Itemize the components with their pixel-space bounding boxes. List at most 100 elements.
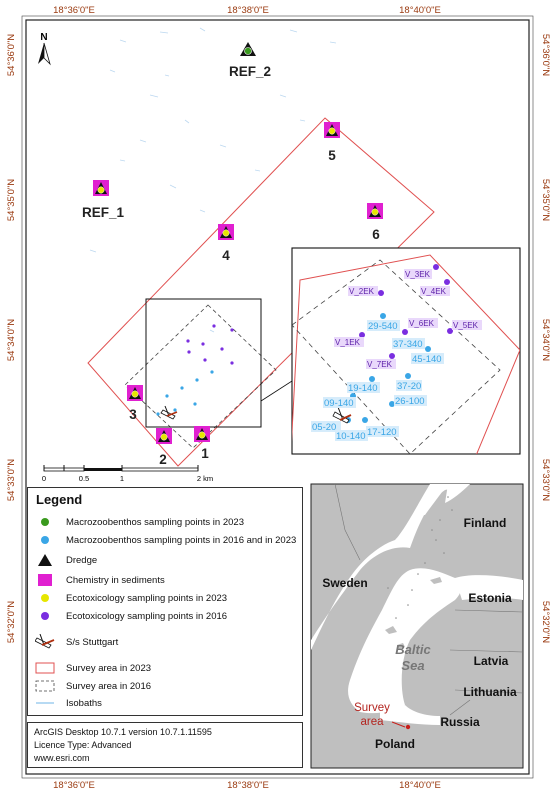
- station-label-1: 1: [201, 446, 209, 461]
- inset-label-v6ek: V_6EK: [409, 319, 435, 328]
- inset-label-v7ek: V_7EK: [367, 360, 393, 369]
- station-label-4: 4: [222, 248, 230, 263]
- coord-bottom-1: 18°36'0"E: [53, 780, 95, 788]
- shipwreck-icon: [34, 634, 56, 650]
- overview-label-baltic: Baltic: [395, 642, 431, 657]
- station-marker-2: [156, 428, 172, 444]
- overview-label-finland: Finland: [464, 516, 507, 530]
- inset-label-29-540: 29-540: [368, 321, 398, 332]
- overview-label-sweden: Sweden: [322, 576, 367, 590]
- station-marker-6: [367, 203, 383, 219]
- legend-item-macro-2016-2023: Macrozoobenthos sampling points in 2016 …: [34, 532, 296, 548]
- scale-tick-0: 0: [42, 474, 46, 483]
- black-triangle-icon: [34, 552, 56, 568]
- overview-label-sea: Sea: [401, 658, 424, 673]
- inset-label-09-140: 09-140: [324, 398, 354, 409]
- coord-left-5: 54°32'0"N: [6, 601, 17, 643]
- north-arrow: N: [38, 32, 51, 66]
- purple-dot-icon: [34, 608, 56, 624]
- survey-area-2023: [87, 117, 435, 467]
- legend-item-ecotox-2016: Ecotoxicology sampling points in 2016: [34, 608, 227, 624]
- scale-tick-2km: 2 km: [197, 474, 213, 483]
- inset-label-v1ek: V_1EK: [335, 338, 361, 347]
- station-marker-5: [324, 122, 340, 138]
- coord-bottom-3: 18°40'0"E: [399, 780, 441, 788]
- station-label-ref1: REF_1: [82, 205, 125, 220]
- coord-right-1: 54°36'0"N: [540, 34, 550, 76]
- inset-label-v4ek: V_4EK: [421, 287, 447, 296]
- overview-label-latvia: Latvia: [474, 654, 509, 668]
- info-licence: Licence Type: Advanced: [34, 740, 132, 750]
- zoom-leader-line: [260, 380, 293, 402]
- inset-label-05-20: 05-20: [312, 422, 336, 433]
- inset-label-17-120: 17-120: [367, 427, 397, 438]
- inset-label-v3ek: V_3EK: [405, 270, 431, 279]
- legend-item-stuttgart: S/s Stuttgart: [34, 634, 118, 650]
- station-label-3: 3: [129, 407, 137, 422]
- station-marker-ref1: [93, 180, 109, 196]
- overview-map: [310, 483, 524, 769]
- inset-label-10-140: 10-140: [336, 431, 366, 442]
- coord-right-5: 54°32'0"N: [540, 601, 550, 643]
- scale-bar: [43, 465, 199, 472]
- inset-label-v5ek: V_5EK: [453, 321, 479, 330]
- legend-item-chemistry: Chemistry in sediments: [34, 572, 165, 588]
- green-dot-icon: [34, 514, 56, 530]
- overview-label-estonia: Estonia: [468, 591, 512, 605]
- legend-item-survey-2023: Survey area in 2023: [34, 660, 151, 676]
- legend-item-survey-2016: Survey area in 2016: [34, 678, 151, 694]
- overview-label-russia: Russia: [440, 715, 480, 729]
- station-marker-1: [194, 426, 210, 442]
- inset-label-v2ek: V_2EK: [349, 287, 375, 296]
- station-marker-3: [127, 385, 143, 401]
- station-marker-4: [218, 224, 234, 240]
- inset-label-37-20: 37-20: [397, 381, 421, 392]
- dashed-rect-icon: [34, 678, 56, 694]
- station-label-2: 2: [159, 452, 167, 467]
- coord-left-4: 54°33'0"N: [6, 459, 17, 501]
- coord-left-3: 54°34'0"N: [6, 319, 17, 361]
- legend-item-dredge: Dredge: [34, 552, 97, 568]
- isobath-speckles: [89, 27, 337, 333]
- coord-right-3: 54°34'0"N: [540, 319, 550, 361]
- legend-item-isobaths: Isobaths: [34, 695, 102, 711]
- magenta-square-icon: [34, 572, 56, 588]
- inset-label-19-140: 19-140: [348, 383, 378, 394]
- station-marker-ref2: [240, 42, 256, 56]
- legend-item-ecotox-2023: Ecotoxicology sampling points in 2023: [34, 590, 227, 606]
- map-outer-border: [21, 15, 534, 779]
- scale-tick-05: 0.5: [79, 474, 89, 483]
- inset-label-26-100: 26-100: [395, 396, 425, 407]
- software-info-box: ArcGIS Desktop 10.7.1 version 10.7.1.115…: [27, 722, 303, 768]
- legend-panel: Legend Macrozoobenthos sampling points i…: [27, 487, 303, 716]
- inset-zoom-map: [291, 247, 521, 455]
- overview-label-poland: Poland: [375, 737, 415, 751]
- coord-right-4: 54°33'0"N: [540, 459, 550, 501]
- overview-label-area: area: [360, 716, 384, 728]
- red-rect-icon: [34, 660, 56, 676]
- coord-top-2: 18°38'0"E: [227, 5, 269, 16]
- blue-line-icon: [34, 695, 56, 711]
- survey-area-2016: [124, 304, 277, 449]
- coord-left-2: 54°35'0"N: [6, 179, 17, 221]
- scale-tick-1: 1: [120, 474, 124, 483]
- overview-label-lithuania: Lithuania: [463, 685, 517, 699]
- coord-bottom-2: 18°38'0"E: [227, 780, 269, 788]
- wreck-small-icon: [160, 405, 178, 420]
- svg-text:N: N: [40, 32, 47, 43]
- info-website: www.esri.com: [34, 753, 90, 763]
- legend-item-macro-2023: Macrozoobenthos sampling points in 2023: [34, 514, 244, 530]
- zoom-dots: [156, 324, 234, 416]
- station-label-6: 6: [372, 227, 380, 242]
- blue-dot-icon: [34, 532, 56, 548]
- coord-right-2: 54°35'0"N: [540, 179, 550, 221]
- overview-label-survey: Survey: [354, 702, 390, 714]
- coord-top-3: 18°40'0"E: [399, 5, 441, 16]
- station-label-ref2: REF_2: [229, 64, 271, 79]
- station-label-5: 5: [328, 148, 336, 163]
- coord-left-1: 54°36'0"N: [6, 34, 17, 76]
- legend-title: Legend: [36, 492, 83, 507]
- inset-label-45-140: 45-140: [412, 354, 442, 365]
- info-version: ArcGIS Desktop 10.7.1 version 10.7.1.115…: [34, 727, 212, 737]
- inset-label-37-340: 37-340: [393, 339, 423, 350]
